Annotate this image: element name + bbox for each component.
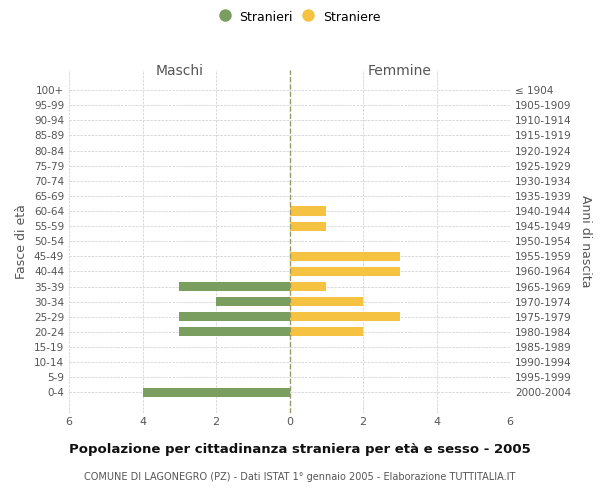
Bar bbox=[290, 312, 400, 322]
Bar bbox=[290, 328, 363, 336]
Bar bbox=[216, 297, 290, 306]
Legend: Stranieri, Straniere: Stranieri, Straniere bbox=[216, 6, 384, 28]
Text: Maschi: Maschi bbox=[155, 64, 203, 78]
Y-axis label: Fasce di età: Fasce di età bbox=[16, 204, 28, 279]
Bar bbox=[179, 328, 290, 336]
Bar bbox=[143, 388, 290, 397]
Bar bbox=[290, 252, 400, 261]
Bar bbox=[290, 282, 326, 291]
Bar bbox=[290, 222, 326, 230]
Bar bbox=[290, 297, 363, 306]
Bar bbox=[290, 267, 400, 276]
Text: COMUNE DI LAGONEGRO (PZ) - Dati ISTAT 1° gennaio 2005 - Elaborazione TUTTITALIA.: COMUNE DI LAGONEGRO (PZ) - Dati ISTAT 1°… bbox=[85, 472, 515, 482]
Bar bbox=[179, 312, 290, 322]
Text: Femmine: Femmine bbox=[368, 64, 431, 78]
Bar bbox=[290, 206, 326, 216]
Bar bbox=[179, 282, 290, 291]
Text: Popolazione per cittadinanza straniera per età e sesso - 2005: Popolazione per cittadinanza straniera p… bbox=[69, 442, 531, 456]
Y-axis label: Anni di nascita: Anni di nascita bbox=[578, 195, 592, 288]
